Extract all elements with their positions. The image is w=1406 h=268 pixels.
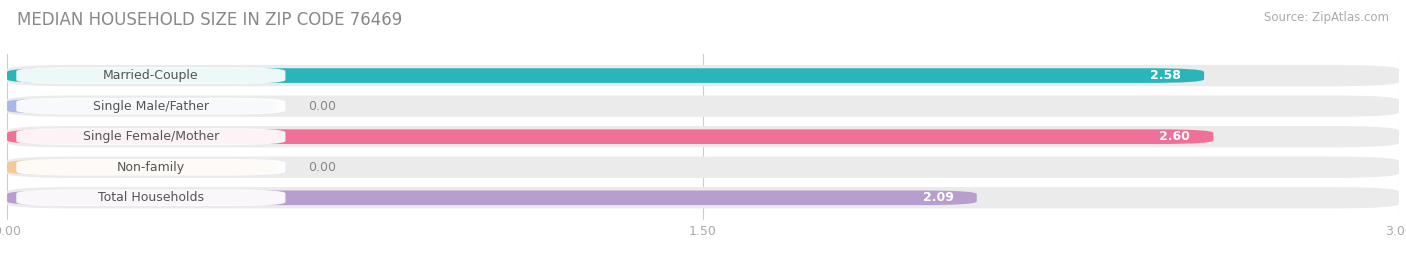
FancyBboxPatch shape bbox=[17, 67, 285, 84]
Text: Total Households: Total Households bbox=[98, 191, 204, 204]
FancyBboxPatch shape bbox=[7, 126, 1399, 147]
FancyBboxPatch shape bbox=[7, 68, 1204, 83]
Text: Married-Couple: Married-Couple bbox=[103, 69, 198, 82]
FancyBboxPatch shape bbox=[17, 189, 285, 206]
Text: 0.00: 0.00 bbox=[308, 100, 336, 113]
Text: MEDIAN HOUSEHOLD SIZE IN ZIP CODE 76469: MEDIAN HOUSEHOLD SIZE IN ZIP CODE 76469 bbox=[17, 11, 402, 29]
FancyBboxPatch shape bbox=[17, 98, 285, 114]
FancyBboxPatch shape bbox=[7, 160, 276, 174]
FancyBboxPatch shape bbox=[7, 187, 1399, 209]
FancyBboxPatch shape bbox=[7, 95, 1399, 117]
FancyBboxPatch shape bbox=[7, 129, 1213, 144]
Text: 2.58: 2.58 bbox=[1150, 69, 1181, 82]
FancyBboxPatch shape bbox=[7, 191, 977, 205]
Text: 0.00: 0.00 bbox=[308, 161, 336, 174]
Text: Single Male/Father: Single Male/Father bbox=[93, 100, 209, 113]
FancyBboxPatch shape bbox=[17, 159, 285, 176]
FancyBboxPatch shape bbox=[7, 157, 1399, 178]
FancyBboxPatch shape bbox=[17, 128, 285, 145]
Text: Non-family: Non-family bbox=[117, 161, 186, 174]
FancyBboxPatch shape bbox=[7, 99, 276, 113]
FancyBboxPatch shape bbox=[7, 65, 1399, 86]
Text: Source: ZipAtlas.com: Source: ZipAtlas.com bbox=[1264, 11, 1389, 24]
Text: 2.60: 2.60 bbox=[1160, 130, 1191, 143]
Text: Single Female/Mother: Single Female/Mother bbox=[83, 130, 219, 143]
Text: 2.09: 2.09 bbox=[922, 191, 953, 204]
